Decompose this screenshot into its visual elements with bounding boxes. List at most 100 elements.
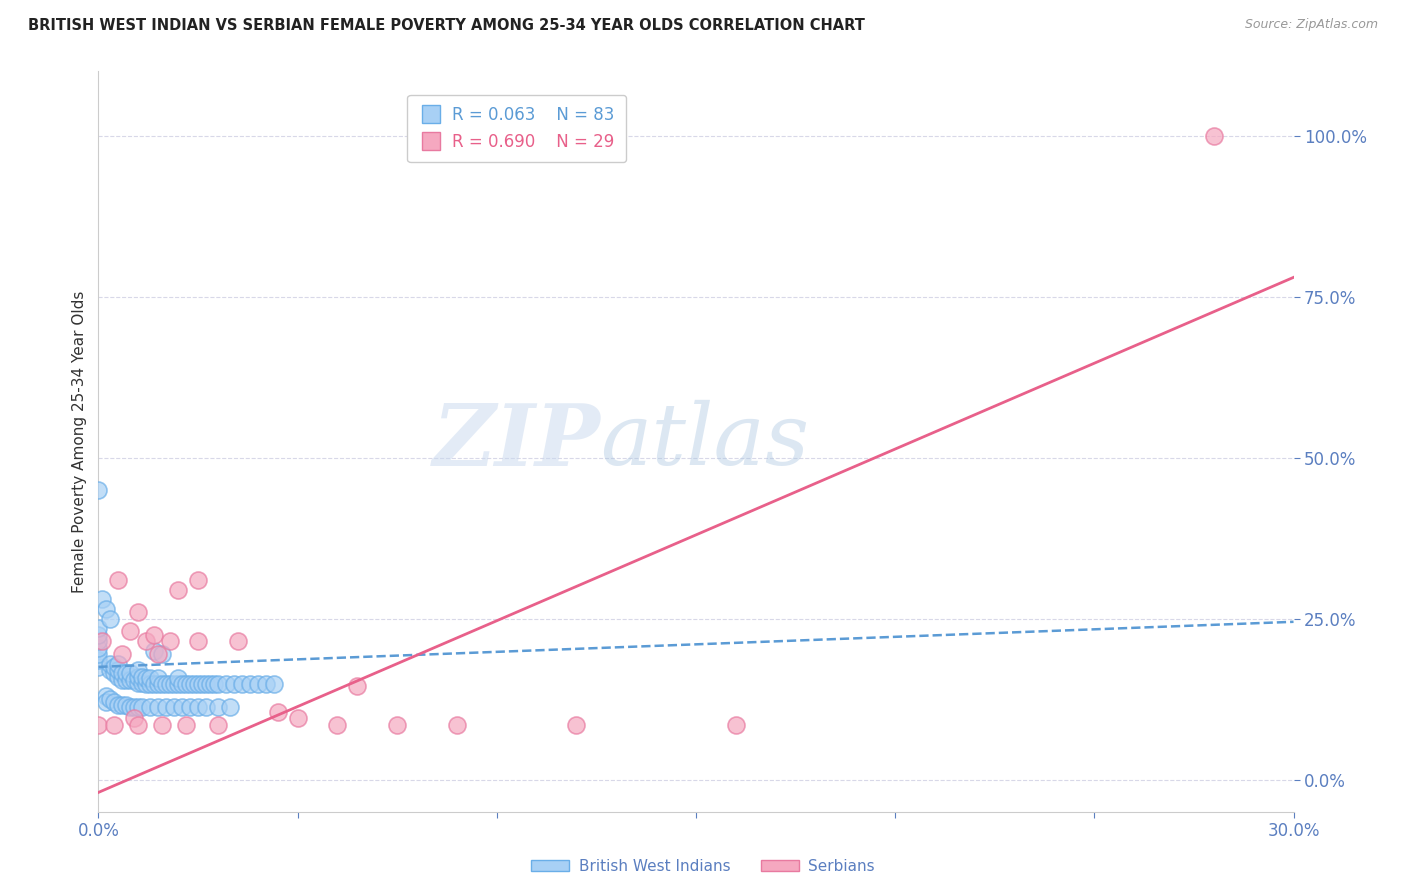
- Point: [111, 647, 134, 661]
- Point: [724, 718, 747, 732]
- Point: [87, 718, 110, 732]
- Point: [267, 705, 290, 719]
- Point: [98, 692, 122, 706]
- Legend: British West Indians, Serbians: British West Indians, Serbians: [524, 853, 882, 880]
- Point: [127, 718, 149, 732]
- Point: [107, 669, 129, 683]
- Point: [115, 666, 138, 681]
- Point: [179, 677, 201, 691]
- Point: [191, 677, 214, 691]
- Point: [87, 653, 110, 667]
- Point: [446, 718, 468, 732]
- Point: [385, 718, 409, 732]
- Point: [326, 718, 349, 732]
- Point: [155, 677, 177, 691]
- Point: [107, 663, 129, 677]
- Point: [131, 700, 153, 714]
- Point: [167, 671, 190, 685]
- Point: [111, 673, 134, 687]
- Point: [207, 677, 229, 691]
- Point: [103, 666, 125, 681]
- Point: [127, 676, 149, 690]
- Point: [148, 647, 170, 661]
- Point: [139, 671, 162, 685]
- Point: [115, 698, 138, 713]
- Point: [87, 647, 110, 661]
- Point: [103, 718, 125, 732]
- Point: [87, 634, 110, 648]
- Point: [187, 677, 209, 691]
- Point: [1202, 128, 1225, 143]
- Point: [219, 700, 242, 714]
- Point: [96, 695, 118, 709]
- Point: [174, 718, 197, 732]
- Point: [167, 582, 190, 597]
- Point: [139, 700, 162, 714]
- Point: [155, 700, 177, 714]
- Point: [107, 698, 129, 713]
- Point: [159, 677, 181, 691]
- Point: [107, 657, 129, 671]
- Point: [131, 669, 153, 683]
- Text: atlas: atlas: [600, 401, 810, 483]
- Point: [135, 671, 157, 685]
- Point: [187, 634, 209, 648]
- Point: [148, 671, 170, 685]
- Point: [127, 663, 149, 677]
- Point: [198, 677, 221, 691]
- Point: [120, 700, 142, 714]
- Point: [231, 677, 253, 691]
- Point: [87, 660, 110, 674]
- Point: [103, 695, 125, 709]
- Point: [124, 711, 146, 725]
- Point: [150, 647, 173, 661]
- Point: [120, 666, 142, 681]
- Point: [174, 677, 197, 691]
- Legend: R = 0.063    N = 83, R = 0.690    N = 29: R = 0.063 N = 83, R = 0.690 N = 29: [408, 95, 626, 162]
- Point: [263, 677, 285, 691]
- Point: [96, 602, 118, 616]
- Point: [91, 634, 114, 648]
- Point: [143, 677, 166, 691]
- Point: [167, 677, 190, 691]
- Point: [131, 676, 153, 690]
- Point: [124, 700, 146, 714]
- Point: [187, 700, 209, 714]
- Point: [207, 718, 229, 732]
- Point: [195, 700, 218, 714]
- Point: [143, 644, 166, 658]
- Point: [179, 700, 201, 714]
- Point: [207, 700, 229, 714]
- Point: [183, 677, 205, 691]
- Point: [111, 698, 134, 713]
- Point: [127, 700, 149, 714]
- Point: [148, 677, 170, 691]
- Text: ZIP: ZIP: [433, 400, 600, 483]
- Point: [107, 573, 129, 587]
- Point: [98, 663, 122, 677]
- Point: [148, 700, 170, 714]
- Point: [91, 592, 114, 607]
- Point: [150, 718, 173, 732]
- Point: [287, 711, 309, 725]
- Point: [226, 634, 249, 648]
- Text: BRITISH WEST INDIAN VS SERBIAN FEMALE POVERTY AMONG 25-34 YEAR OLDS CORRELATION : BRITISH WEST INDIAN VS SERBIAN FEMALE PO…: [28, 18, 865, 33]
- Point: [135, 677, 157, 691]
- Point: [195, 677, 218, 691]
- Point: [120, 673, 142, 687]
- Point: [202, 677, 225, 691]
- Point: [120, 624, 142, 639]
- Point: [87, 483, 110, 497]
- Point: [159, 634, 181, 648]
- Point: [246, 677, 269, 691]
- Point: [87, 640, 110, 655]
- Point: [163, 700, 186, 714]
- Point: [187, 573, 209, 587]
- Point: [222, 677, 245, 691]
- Point: [172, 700, 194, 714]
- Point: [163, 677, 186, 691]
- Point: [139, 677, 162, 691]
- Point: [127, 669, 149, 683]
- Point: [143, 628, 166, 642]
- Point: [103, 660, 125, 674]
